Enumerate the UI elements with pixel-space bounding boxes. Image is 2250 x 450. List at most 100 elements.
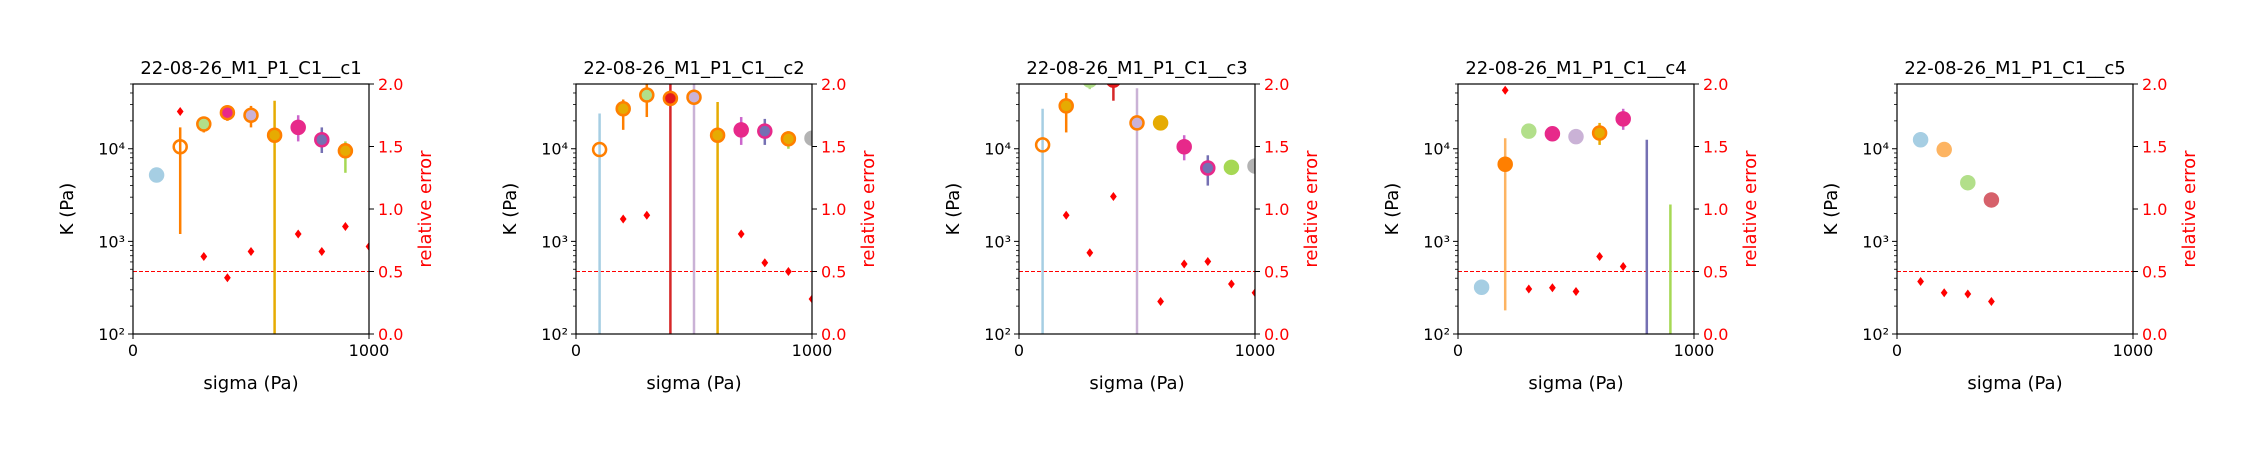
y2-axis-label: relative error: [858, 150, 879, 268]
data-point: [1129, 115, 1145, 131]
x-axis-label: sigma (Pa): [646, 373, 741, 394]
data-point: [1200, 160, 1216, 176]
y2-tick-label: 1.0: [378, 200, 403, 219]
data-point: [1106, 84, 1121, 88]
y2-tick-label: 1.0: [1264, 200, 1289, 219]
rel-error-point: [1988, 297, 1995, 306]
data-point: [196, 116, 212, 132]
y-axis-label: K (Pa): [1821, 183, 1842, 236]
data-point: [1247, 158, 1255, 174]
y2-tick-label: 0.0: [1264, 325, 1289, 344]
rel-error-point: [176, 107, 184, 116]
rel-error-point: [785, 267, 792, 276]
data-point: [1473, 279, 1490, 295]
rel-error-point: [1062, 210, 1070, 220]
data-point: [1223, 159, 1240, 176]
rel-error-point: [1964, 289, 1972, 299]
plot-area: [1019, 84, 1255, 334]
plot-area: [576, 84, 812, 334]
x-axis-label: sigma (Pa): [1089, 373, 1184, 394]
chart-panel-3: 0 1000 10² 10³ 10⁴ 0.0 0.5 1.0 1.5 2.0 22-08-26_M1…: [943, 58, 1322, 394]
rel-error-point: [247, 247, 255, 256]
x-tick-label: 0: [1014, 341, 1024, 360]
y-tick-label: 10³: [541, 232, 568, 251]
x-tick-label: 1000: [1674, 341, 1715, 360]
rel-error-point: [1917, 277, 1924, 286]
rel-error-point: [365, 242, 369, 251]
data-point: [804, 130, 812, 146]
data-point: [243, 107, 259, 123]
chart-panel-2: 0 1000 10² 10³ 10⁴ 0.0 0.5 1.0 1.5 2.0 22-08-26_M1…: [500, 58, 879, 394]
data-point: [1058, 98, 1074, 114]
rel-error-point: [1572, 287, 1580, 296]
x-tick-label: 1000: [1235, 341, 1276, 360]
x-tick-label: 0: [128, 341, 138, 360]
x-tick-label: 0: [1892, 341, 1902, 360]
y-tick-label: 10²: [98, 325, 125, 344]
x-axis-label: sigma (Pa): [203, 373, 298, 394]
rel-error-point: [1596, 252, 1603, 261]
x-tick-label: 1000: [349, 341, 390, 360]
y2-axis-label: relative error: [415, 150, 436, 268]
y-axis-label: K (Pa): [500, 183, 521, 236]
y-tick-label: 10³: [984, 232, 1011, 251]
y2-tick-label: 2.0: [1264, 75, 1289, 94]
rel-error-point: [1086, 248, 1094, 258]
y2-tick-label: 0.0: [1703, 325, 1728, 344]
y-tick-label: 10³: [1423, 232, 1450, 251]
data-point: [1568, 128, 1584, 145]
y2-tick-label: 1.5: [1264, 138, 1289, 157]
y-tick-label: 10⁴: [1423, 140, 1450, 159]
y2-tick-label: 0.0: [2142, 325, 2167, 344]
rel-error-point: [1501, 85, 1509, 95]
rel-error-point: [1228, 279, 1235, 289]
rel-error-point: [1110, 192, 1117, 201]
data-point: [314, 132, 330, 148]
y2-tick-label: 2.0: [378, 75, 403, 94]
y-axis-label: K (Pa): [1382, 183, 1403, 236]
data-point: [686, 89, 702, 105]
data-point: [290, 119, 306, 136]
rel-error-point: [1619, 262, 1627, 271]
data-point: [1152, 115, 1169, 131]
y2-tick-label: 0.5: [821, 263, 846, 282]
axes-frame: [1896, 83, 2134, 335]
rel-error-point: [619, 214, 627, 224]
y2-tick-label: 0.0: [378, 325, 403, 344]
y-tick-label: 10³: [98, 232, 125, 251]
rel-error-point: [643, 210, 651, 220]
rel-error-point: [808, 294, 812, 304]
y2-tick-label: 0.5: [1264, 263, 1289, 282]
rel-error-point: [200, 252, 208, 261]
data-point: [591, 141, 608, 158]
plot-area: [1897, 132, 2133, 306]
data-point: [1083, 84, 1097, 88]
chart-panel-4: 0 1000 10² 10³ 10⁴ 0.0 0.5 1.0 1.5 2.0 22-08-26_M1…: [1382, 58, 1761, 394]
chart-title: 22-08-26_M1_P1_C1__c3: [1026, 58, 1247, 79]
y-tick-label: 10⁴: [98, 140, 125, 159]
y-tick-label: 10⁴: [541, 140, 568, 159]
y2-tick-label: 2.0: [2142, 75, 2167, 94]
x-tick-label: 0: [1453, 341, 1463, 360]
y2-tick-label: 1.0: [1703, 200, 1728, 219]
y2-tick-label: 1.5: [2142, 138, 2167, 157]
y2-tick-label: 1.0: [2142, 200, 2167, 219]
y2-axis-label: relative error: [1740, 150, 1761, 268]
y-tick-label: 10²: [541, 325, 568, 344]
data-point: [780, 131, 797, 147]
y2-tick-label: 2.0: [821, 75, 846, 94]
data-point: [1912, 132, 1929, 148]
data-point: [266, 127, 283, 143]
chart-title: 22-08-26_M1_P1_C1__c1: [140, 58, 361, 79]
y2-axis-label: relative error: [1301, 150, 1322, 268]
rel-error-point: [1549, 283, 1556, 293]
y2-tick-label: 0.5: [1703, 263, 1728, 282]
rel-error-point: [342, 222, 349, 231]
rel-error-point: [737, 229, 745, 239]
data-point: [1983, 192, 2000, 208]
data-point: [219, 104, 236, 121]
y-axis-label: K (Pa): [943, 183, 964, 236]
chart-title: 22-08-26_M1_P1_C1__c5: [1904, 58, 2125, 79]
data-point: [733, 122, 749, 138]
